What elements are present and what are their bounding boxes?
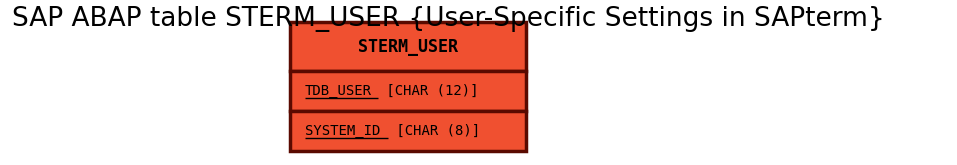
- Text: SYSTEM_ID: SYSTEM_ID: [305, 124, 380, 138]
- Text: STERM_USER: STERM_USER: [358, 38, 458, 56]
- Text: [CHAR (8)]: [CHAR (8)]: [388, 124, 479, 138]
- FancyBboxPatch shape: [290, 71, 526, 111]
- FancyBboxPatch shape: [290, 22, 526, 71]
- Text: TDB_USER: TDB_USER: [305, 84, 372, 98]
- Text: [CHAR (12)]: [CHAR (12)]: [378, 84, 478, 98]
- FancyBboxPatch shape: [290, 111, 526, 151]
- Text: SAP ABAP table STERM_USER {User-Specific Settings in SAPterm}: SAP ABAP table STERM_USER {User-Specific…: [12, 6, 884, 32]
